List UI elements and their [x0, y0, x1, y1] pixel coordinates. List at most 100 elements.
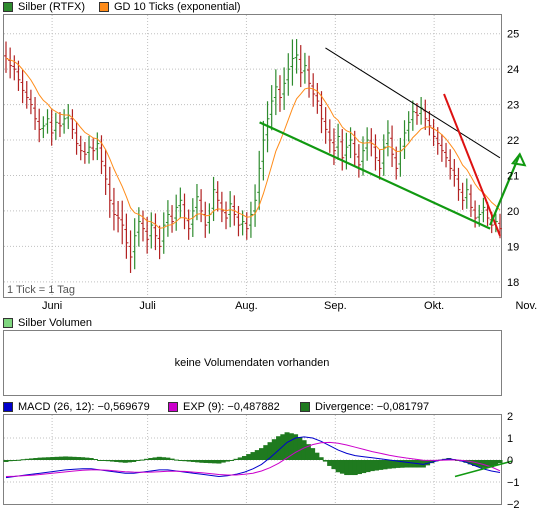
divergence-bar	[399, 460, 405, 468]
divergence-bar	[301, 440, 307, 460]
divergence-bar	[84, 457, 90, 460]
divergence-bar	[37, 457, 43, 460]
divergence-bar	[58, 456, 64, 460]
divergence-bar	[493, 460, 499, 466]
x-axis-label: Okt.	[424, 300, 444, 312]
divergence-bar	[263, 445, 269, 460]
divergence-bar	[267, 442, 273, 460]
divergence-bar	[318, 457, 324, 460]
macd-y-axis: 2 1 0 −1 −2	[507, 411, 520, 511]
divergence-bar	[395, 460, 401, 468]
divergence-bar	[161, 457, 167, 460]
divergence-bar	[352, 460, 358, 476]
divergence-bar	[276, 436, 282, 460]
divergence-bar	[365, 460, 371, 473]
legend-main-2: GD 10 Ticks (exponential)	[99, 0, 241, 13]
price-y-tick: 21	[507, 170, 519, 182]
divergence-bar	[216, 460, 222, 464]
divergence-bar	[203, 460, 209, 463]
legend-label: Divergence: −0,081797	[315, 400, 430, 413]
divergence-bar	[322, 460, 328, 462]
divergence-bar	[497, 460, 503, 464]
legend-macd-3: Divergence: −0,081797	[300, 400, 429, 413]
divergence-bar	[369, 460, 375, 472]
price-y-tick: 20	[507, 206, 519, 218]
divergence-bar	[463, 460, 469, 463]
divergence-bar	[297, 437, 303, 460]
divergence-bar	[224, 460, 230, 462]
macd-trendline	[454, 460, 513, 478]
macd-y-tick: −1	[507, 477, 520, 489]
divergence-bar	[33, 458, 39, 460]
divergence-bar	[429, 460, 435, 464]
divergence-bar	[71, 456, 77, 460]
divergence-bar	[382, 460, 388, 470]
divergence-bar	[75, 457, 81, 460]
x-axis-label: Juni	[42, 300, 62, 312]
divergence-bar	[54, 456, 60, 460]
divergence-bar	[101, 460, 107, 461]
divergence-bar	[420, 460, 426, 468]
divergence-bar	[3, 460, 9, 462]
divergence-bar	[361, 460, 367, 474]
legend-main-1: Silber (RTFX)	[3, 0, 85, 13]
divergence-bar	[152, 457, 158, 460]
legend-macd-2: EXP (9): −0,487882	[168, 400, 280, 413]
divergence-bar	[139, 459, 145, 461]
divergence-bar	[331, 460, 337, 470]
divergence-bar	[327, 460, 333, 466]
trendlines	[259, 47, 527, 237]
divergence-bar	[220, 460, 226, 463]
trendline-support	[259, 121, 491, 230]
divergence-bar	[484, 460, 490, 468]
divergence-bar	[305, 444, 311, 460]
arrow-head	[510, 152, 527, 167]
divergence-bar	[92, 459, 98, 461]
divergence-bar	[63, 456, 69, 460]
arrow-breakout	[489, 153, 521, 226]
divergence-bar	[378, 460, 384, 470]
divergence-bars	[3, 432, 503, 476]
legend-label: GD 10 Ticks (exponential)	[114, 0, 241, 13]
divergence-bar	[67, 456, 73, 460]
divergence-bar	[122, 460, 128, 463]
macd-y-tick: −2	[507, 499, 520, 511]
divergence-bar	[46, 457, 52, 460]
divergence-bar	[391, 460, 397, 469]
price-y-tick: 23	[507, 100, 519, 112]
macd-line	[5, 436, 501, 479]
divergence-bar	[212, 460, 218, 464]
divergence-bar	[386, 460, 392, 469]
price-y-tick: 19	[507, 241, 519, 253]
price-y-tick: 25	[507, 29, 519, 41]
divergence-bar	[207, 460, 213, 464]
divergence-bar	[88, 458, 94, 460]
divergence-bar	[254, 450, 260, 460]
divergence-bar	[339, 460, 345, 474]
divergence-bar	[250, 452, 256, 460]
divergence-bar	[233, 458, 239, 460]
x-axis-label: Sep.	[324, 300, 347, 312]
divergence-bar	[148, 458, 154, 460]
divergence-bar	[24, 458, 30, 460]
ema-line	[5, 58, 501, 229]
legend-swatch	[3, 401, 13, 412]
legend-swatch	[300, 401, 310, 412]
divergence-bar	[314, 452, 320, 460]
divergence-bar	[293, 434, 299, 460]
divergence-bar	[237, 457, 243, 460]
price-y-tick: 24	[507, 64, 519, 76]
price-grid	[4, 15, 501, 297]
divergence-bar	[41, 457, 47, 460]
divergence-bar	[178, 460, 184, 461]
divergence-bar	[246, 454, 252, 460]
volume-panel	[3, 330, 502, 396]
divergence-bar	[199, 460, 205, 463]
divergence-bar	[144, 458, 150, 460]
x-axis-label: Juli	[139, 300, 156, 312]
macd-y-tick: 0	[507, 455, 513, 467]
macd-y-tick: 2	[507, 411, 513, 423]
divergence-bar	[467, 460, 473, 465]
divergence-bar	[271, 439, 277, 460]
divergence-bar	[118, 460, 124, 463]
